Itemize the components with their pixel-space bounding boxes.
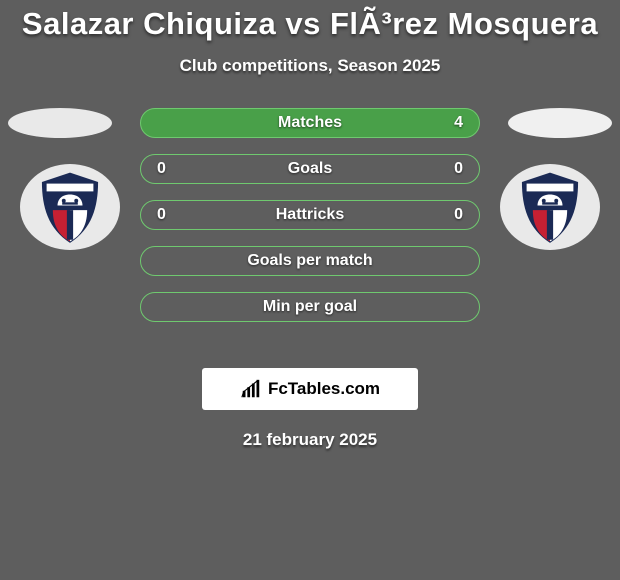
stat-right-value: 0: [433, 160, 463, 178]
stat-row: Min per goal: [140, 292, 480, 322]
comparison-arena: Matches40Goals00Hattricks0Goals per matc…: [0, 108, 620, 358]
stat-right-value: 4: [433, 114, 463, 132]
date-text: 21 february 2025: [0, 430, 620, 450]
stat-left-value: 0: [157, 206, 187, 224]
stat-row: Goals per match: [140, 246, 480, 276]
stat-row: Matches4: [140, 108, 480, 138]
stat-left-value: 0: [157, 160, 187, 178]
stat-label: Goals: [187, 160, 433, 178]
stat-right-value: 0: [433, 206, 463, 224]
stat-rows: Matches40Goals00Hattricks0Goals per matc…: [140, 108, 480, 338]
shield-icon: [31, 168, 109, 246]
shield-icon: [511, 168, 589, 246]
club-badge-right: [500, 164, 600, 250]
watermark: FcTables.com: [202, 368, 418, 410]
club-badge-left: [20, 164, 120, 250]
bar-chart-icon: [240, 378, 262, 400]
stat-row: 0Hattricks0: [140, 200, 480, 230]
stat-label: Matches: [187, 114, 433, 132]
stat-label: Goals per match: [187, 252, 433, 270]
stat-label: Hattricks: [187, 206, 433, 224]
player-right-ellipse: [508, 108, 612, 138]
page-subtitle: Club competitions, Season 2025: [0, 56, 620, 76]
player-left-ellipse: [8, 108, 112, 138]
watermark-text: FcTables.com: [268, 379, 380, 399]
page-title: Salazar Chiquiza vs FlÃ³rez Mosquera: [0, 0, 620, 42]
stat-row: 0Goals0: [140, 154, 480, 184]
stat-label: Min per goal: [187, 298, 433, 316]
